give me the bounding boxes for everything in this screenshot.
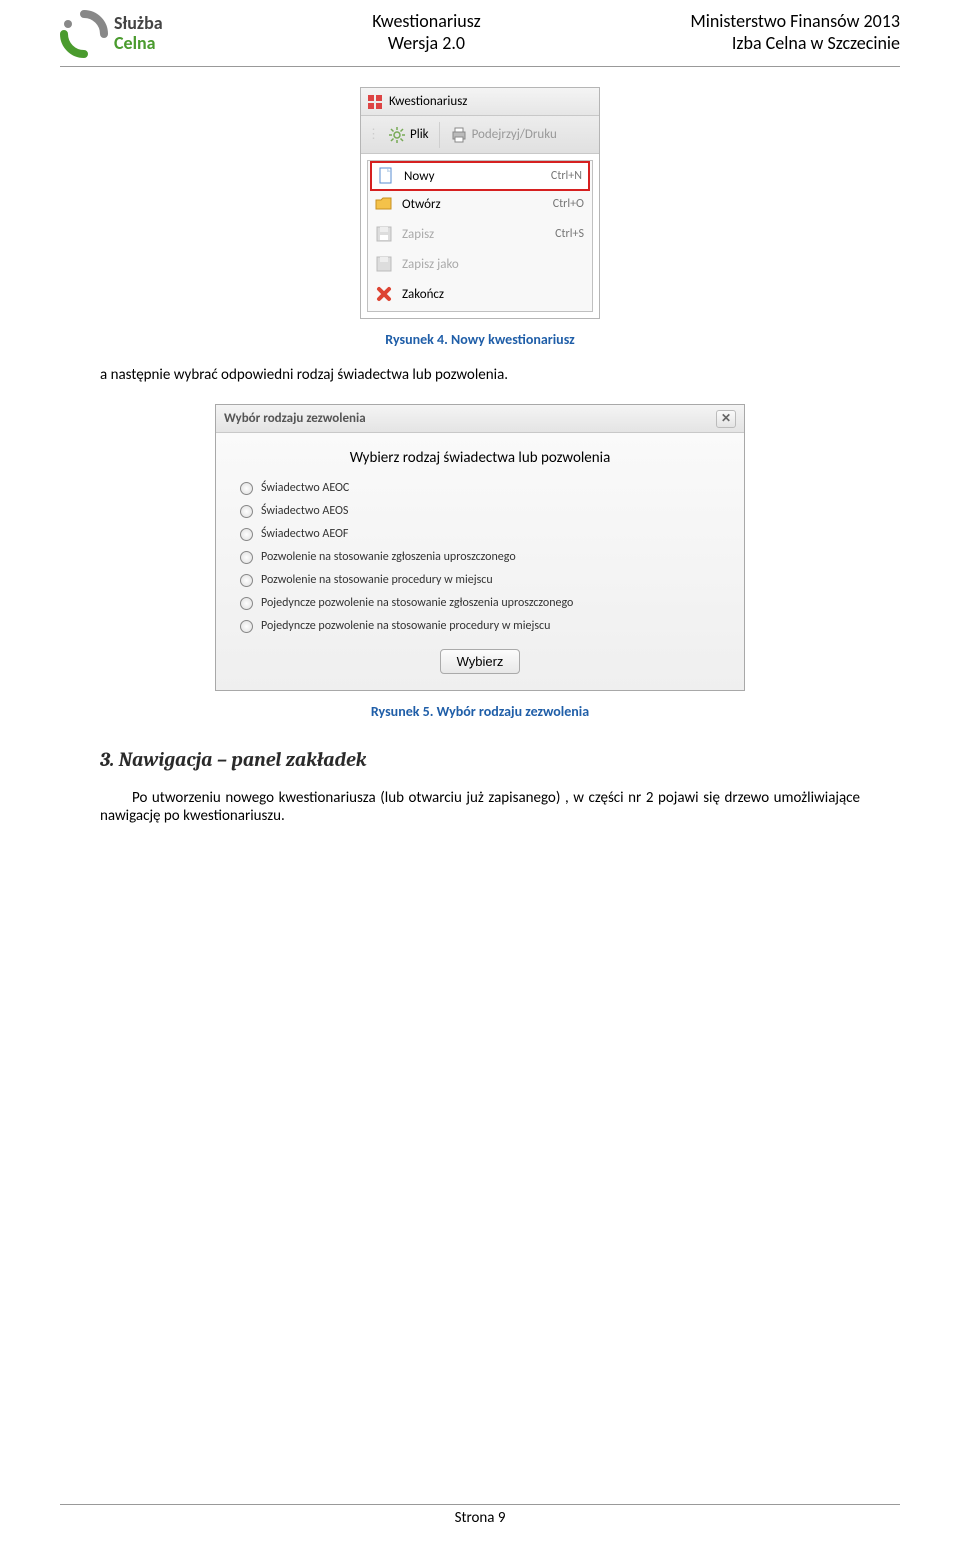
radio-option-aeof[interactable]: Świadectwo AEOF xyxy=(240,527,720,541)
menu-label: Zapisz xyxy=(402,227,434,242)
paragraph-1: a następnie wybrać odpowiedni rodzaj świ… xyxy=(100,366,860,384)
menu-label: Zakończ xyxy=(402,287,444,302)
logo-icon xyxy=(60,10,108,58)
window-titlebar: Kwestionariusz xyxy=(361,88,599,116)
folder-icon xyxy=(374,194,394,214)
menu-item-save-as[interactable]: Zapisz jako xyxy=(368,249,592,279)
dialog-close-button[interactable]: ✕ xyxy=(716,410,736,428)
radio-icon xyxy=(240,597,253,610)
app-window-screenshot: Kwestionariusz ⋮ Plik Podejrzyj/Druku xyxy=(360,87,600,319)
menu-label: Nowy xyxy=(404,169,434,184)
floppy-icon xyxy=(374,224,394,244)
printer-icon xyxy=(450,126,468,144)
toolbar-separator xyxy=(439,122,440,148)
window-title: Kwestionariusz xyxy=(389,94,467,109)
radio-option-uproszczone[interactable]: Pozwolenie na stosowanie zgłoszenia upro… xyxy=(240,550,720,564)
figure-caption-4: Rysunek 4. Nowy kwestionariusz xyxy=(60,331,900,348)
doc-version: Wersja 2.0 xyxy=(372,32,480,54)
toolbar-print-button[interactable]: Podejrzyj/Druku xyxy=(446,126,561,144)
dialog-screenshot: Wybór rodzaju zezwolenia ✕ Wybierz rodza… xyxy=(215,404,745,691)
paragraph-2: Po utworzeniu nowego kwestionariusza (lu… xyxy=(100,789,860,825)
office-line: Izba Celna w Szczecinie xyxy=(690,32,900,54)
toolbar-file-button[interactable]: Plik xyxy=(384,126,433,144)
page-header: Służba Celna Kwestionariusz Wersja 2.0 M… xyxy=(60,0,900,67)
radio-label: Świadectwo AEOS xyxy=(261,504,348,518)
toolbar-file-label: Plik xyxy=(410,127,429,142)
menu-item-open[interactable]: Otwórz Ctrl+O xyxy=(368,189,592,219)
radio-option-aeoc[interactable]: Świadectwo AEOC xyxy=(240,481,720,495)
dialog-prompt: Wybierz rodzaj świadectwa lub pozwolenia xyxy=(240,449,720,467)
radio-label: Pojedyncze pozwolenie na stosowanie zgło… xyxy=(261,596,573,610)
radio-option-poj-miejsce[interactable]: Pojedyncze pozwolenie na stosowanie proc… xyxy=(240,619,720,633)
menu-shortcut: Ctrl+N xyxy=(551,169,582,183)
close-icon xyxy=(374,284,394,304)
radio-label: Świadectwo AEOF xyxy=(261,527,348,541)
gear-icon xyxy=(388,126,406,144)
radio-option-aeos[interactable]: Świadectwo AEOS xyxy=(240,504,720,518)
menu-item-new[interactable]: Nowy Ctrl+N xyxy=(370,161,590,191)
radio-option-poj-uproszczone[interactable]: Pojedyncze pozwolenie na stosowanie zgło… xyxy=(240,596,720,610)
figure-caption-5: Rysunek 5. Wybór rodzaju zezwolenia xyxy=(60,703,900,720)
menu-label: Zapisz jako xyxy=(402,257,459,272)
section-heading-3: 3. Nawigacja – panel zakładek xyxy=(100,748,860,771)
radio-option-miejsce[interactable]: Pozwolenie na stosowanie procedury w mie… xyxy=(240,573,720,587)
radio-icon xyxy=(240,574,253,587)
radio-label: Pojedyncze pozwolenie na stosowanie proc… xyxy=(261,619,550,633)
radio-label: Świadectwo AEOC xyxy=(261,481,349,495)
logo-block: Służba Celna xyxy=(60,10,163,58)
page-footer: Strona 9 xyxy=(60,1504,900,1527)
radio-icon xyxy=(240,551,253,564)
page-number: Strona 9 xyxy=(455,1509,506,1527)
close-x-icon: ✕ xyxy=(721,411,731,426)
toolbar-print-label: Podejrzyj/Druku xyxy=(472,127,557,142)
menu-label: Otwórz xyxy=(402,197,441,212)
radio-label: Pozwolenie na stosowanie zgłoszenia upro… xyxy=(261,550,516,564)
radio-icon xyxy=(240,620,253,633)
new-doc-icon xyxy=(376,166,396,186)
radio-icon xyxy=(240,528,253,541)
dialog-select-button[interactable]: Wybierz xyxy=(440,649,521,674)
ministry-line: Ministerstwo Finansów 2013 xyxy=(690,10,900,32)
radio-icon xyxy=(240,505,253,518)
header-center: Kwestionariusz Wersja 2.0 xyxy=(372,10,480,54)
menu-item-save[interactable]: Zapisz Ctrl+S xyxy=(368,219,592,249)
doc-title: Kwestionariusz xyxy=(372,10,480,32)
window-toolbar: ⋮ Plik Podejrzyj/Druku xyxy=(361,116,599,154)
logo-text-2: Celna xyxy=(114,34,163,54)
menu-shortcut: Ctrl+O xyxy=(553,197,584,211)
dialog-title: Wybór rodzaju zezwolenia xyxy=(224,411,366,426)
floppy-as-icon xyxy=(374,254,394,274)
header-right: Ministerstwo Finansów 2013 Izba Celna w … xyxy=(690,10,900,54)
dialog-titlebar: Wybór rodzaju zezwolenia ✕ xyxy=(216,405,744,433)
file-menu: Nowy Ctrl+N Otwórz Ctrl+O xyxy=(367,160,593,312)
menu-shortcut: Ctrl+S xyxy=(555,227,584,241)
app-icon xyxy=(367,94,383,110)
radio-icon xyxy=(240,482,253,495)
menu-item-exit[interactable]: Zakończ xyxy=(368,279,592,309)
radio-label: Pozwolenie na stosowanie procedury w mie… xyxy=(261,573,493,587)
